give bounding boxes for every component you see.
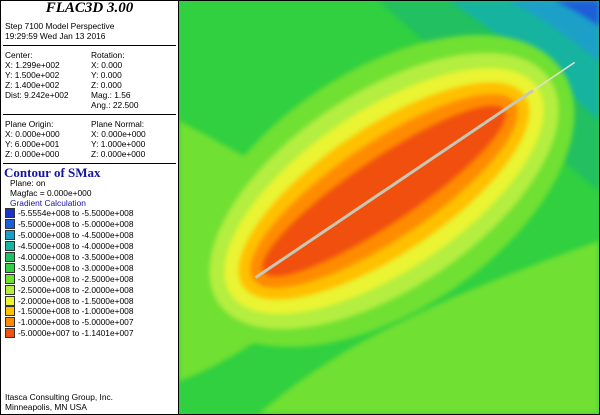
contour-plot bbox=[179, 1, 599, 414]
center-x: X: 1.299e+002 bbox=[5, 60, 60, 70]
divider bbox=[3, 163, 176, 164]
fracture-line bbox=[254, 89, 535, 279]
legend-swatch bbox=[5, 241, 15, 252]
legend-swatch bbox=[5, 284, 15, 295]
plane-origin-y: Y: 6.000e+001 bbox=[5, 139, 60, 149]
legend-label: -2.0000e+008 to -1.5000e+008 bbox=[18, 295, 134, 306]
legend-label: -4.5000e+008 to -4.0000e+008 bbox=[18, 241, 134, 252]
mag: Mag.: 1.56 bbox=[91, 90, 131, 100]
view-info: Center: X: 1.299e+002 Y: 1.500e+002 Z: 1… bbox=[1, 50, 178, 110]
contour-band-upper bbox=[509, 1, 599, 61]
gradient-calculation: Gradient Calculation bbox=[10, 198, 86, 208]
legend-swatch bbox=[5, 219, 15, 230]
company: Itasca Consulting Group, Inc. bbox=[5, 392, 113, 402]
rotation-label: Rotation: bbox=[91, 50, 125, 60]
divider bbox=[3, 45, 176, 46]
legend-label: -1.0000e+008 to -5.0000e+007 bbox=[18, 317, 134, 328]
legend-swatch bbox=[5, 317, 15, 328]
legend-label: -3.0000e+008 to -2.5000e+008 bbox=[18, 273, 134, 284]
legend-swatch bbox=[5, 295, 15, 306]
dist: Dist: 9.242e+002 bbox=[5, 90, 69, 100]
plane-origin-x: X: 0.000e+000 bbox=[5, 129, 60, 139]
legend-item: -4.5000e+008 to -4.0000e+008 bbox=[1, 241, 178, 252]
legend-item: -3.0000e+008 to -2.5000e+008 bbox=[1, 273, 178, 284]
center-label: Center: bbox=[5, 50, 33, 60]
legend-item: -5.5554e+008 to -5.5000e+008 bbox=[1, 208, 178, 219]
plane-normal-label: Plane Normal: bbox=[91, 119, 145, 129]
center-z: Z: 1.400e+002 bbox=[5, 80, 60, 90]
legend-item: -2.5000e+008 to -2.0000e+008 bbox=[1, 284, 178, 295]
legend-item: -1.5000e+008 to -1.0000e+008 bbox=[1, 306, 178, 317]
plane-info: Plane Origin: X: 0.000e+000 Y: 6.000e+00… bbox=[1, 119, 178, 159]
info-panel: FLAC3D 3.00 Step 7100 Model Perspective … bbox=[1, 1, 179, 414]
contour-title: Contour of SMax bbox=[4, 165, 101, 180]
footer: Itasca Consulting Group, Inc. Minneapoli… bbox=[5, 392, 113, 412]
plane-normal-y: Y: 1.000e+000 bbox=[91, 139, 146, 149]
legend-swatch bbox=[5, 328, 15, 339]
legend-swatch bbox=[5, 306, 15, 317]
legend-item: -1.0000e+008 to -5.0000e+007 bbox=[1, 317, 178, 328]
legend-label: -1.5000e+008 to -1.0000e+008 bbox=[18, 306, 134, 317]
fracture-tip bbox=[532, 61, 576, 91]
plane-normal-z: Z: 0.000e+000 bbox=[91, 149, 146, 159]
legend-swatch bbox=[5, 252, 15, 262]
magfac: Magfac = 0.000e+000 bbox=[10, 188, 92, 198]
legend-label: -3.5000e+008 to -3.0000e+008 bbox=[18, 262, 134, 273]
contour-legend: -5.5554e+008 to -5.5000e+008 -5.5000e+008… bbox=[1, 208, 178, 339]
legend-swatch bbox=[5, 208, 15, 219]
legend-label: -2.5000e+008 to -2.0000e+008 bbox=[18, 284, 134, 295]
app-title: FLAC3D 3.00 bbox=[45, 0, 134, 16]
contour-band-upper bbox=[554, 1, 599, 26]
legend-item: -2.0000e+008 to -1.5000e+008 bbox=[1, 295, 178, 306]
legend-label: -4.0000e+008 to -3.5000e+008 bbox=[18, 252, 134, 262]
plane-origin-label: Plane Origin: bbox=[5, 119, 54, 129]
step-line: Step 7100 Model Perspective bbox=[5, 21, 115, 31]
legend-label: -5.5000e+008 to -5.0000e+008 bbox=[18, 219, 134, 230]
legend-item: -5.0000e+008 to -4.5000e+008 bbox=[1, 230, 178, 241]
legend-item: -5.5000e+008 to -5.0000e+008 bbox=[1, 219, 178, 230]
legend-swatch bbox=[5, 262, 15, 273]
plane-origin-z: Z: 0.000e+000 bbox=[5, 149, 60, 159]
legend-item: -4.0000e+008 to -3.5000e+008 bbox=[1, 252, 178, 263]
rot-x: X: 0.000 bbox=[91, 60, 123, 70]
ang: Ang.: 22.500 bbox=[91, 100, 139, 110]
location: Minneapolis, MN USA bbox=[5, 402, 87, 412]
contour-plot-svg bbox=[179, 1, 599, 414]
divider bbox=[3, 114, 176, 115]
legend-swatch bbox=[5, 273, 15, 284]
center-y: Y: 1.500e+002 bbox=[5, 70, 60, 80]
rot-y: Y: 0.000 bbox=[91, 70, 122, 80]
plane-normal-x: X: 0.000e+000 bbox=[91, 129, 146, 139]
legend-label: -5.0000e+008 to -4.5000e+008 bbox=[18, 230, 134, 241]
legend-label: -5.5554e+008 to -5.5000e+008 bbox=[18, 208, 134, 219]
legend-item: -5.0000e+007 to -1.1401e+007 bbox=[1, 328, 178, 339]
legend-swatch bbox=[5, 230, 15, 241]
legend-item: -3.5000e+008 to -3.0000e+008 bbox=[1, 262, 178, 273]
rot-z: Z: 0.000 bbox=[91, 80, 122, 90]
contour-band-lower bbox=[259, 241, 599, 414]
legend-label: -5.0000e+007 to -1.1401e+007 bbox=[18, 328, 134, 339]
plane-on: Plane: on bbox=[10, 178, 46, 188]
timestamp: 19:29:59 Wed Jan 13 2016 bbox=[5, 31, 106, 41]
